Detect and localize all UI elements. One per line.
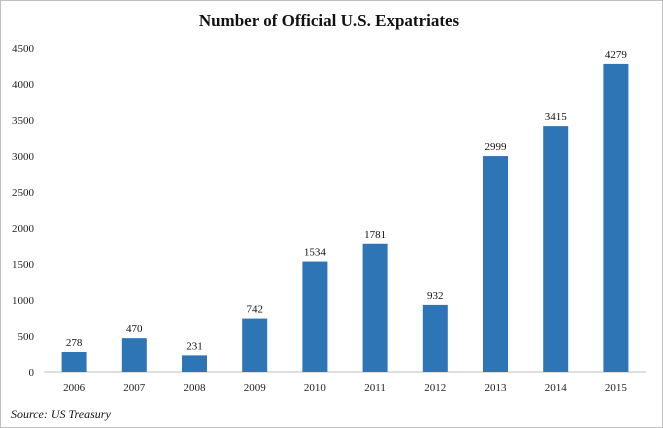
bar (422, 304, 448, 372)
y-tick-label: 1000 (12, 295, 35, 307)
y-tick-label: 2000 (12, 223, 35, 235)
x-tick-label: 2010 (304, 382, 327, 394)
bar (182, 355, 207, 372)
y-axis: 0 500 1000 1500 2000 2500 3000 3500 4000 4500 (12, 43, 35, 379)
data-label: 742 (246, 304, 263, 316)
y-tick-label: 3000 (12, 151, 35, 163)
bar (362, 243, 388, 372)
data-label: 2999 (485, 141, 508, 153)
data-label: 932 (427, 290, 444, 302)
bar (603, 63, 629, 373)
x-axis: 2006 2007 2008 2009 2010 2011 2012 2013 2014 2015 (63, 382, 627, 394)
data-label: 1781 (364, 229, 386, 241)
bar (242, 318, 268, 372)
bar (61, 351, 87, 372)
data-label: 1534 (304, 247, 327, 259)
y-tick-label: 2500 (12, 187, 35, 199)
chart-title: Number of Official U.S. Expatriates (199, 11, 460, 30)
x-tick-label: 2012 (424, 382, 446, 394)
y-tick-label: 3500 (12, 115, 35, 127)
y-tick-label: 1500 (12, 259, 35, 271)
bar (543, 126, 569, 373)
x-tick-label: 2011 (364, 382, 386, 394)
data-label: 470 (126, 323, 143, 335)
x-tick-label: 2008 (184, 382, 207, 394)
x-tick-label: 2014 (545, 382, 568, 394)
y-tick-label: 0 (29, 367, 35, 379)
data-label: 278 (66, 337, 83, 349)
data-labels: 278 470 231 742 1534 1781 932 2999 3415 4279 (66, 49, 628, 352)
y-tick-label: 4500 (12, 43, 35, 55)
data-label: 4279 (605, 49, 628, 61)
y-tick-label: 4000 (12, 79, 35, 91)
x-tick-label: 2006 (63, 382, 86, 394)
bar-series (61, 63, 629, 373)
data-label: 3415 (545, 111, 568, 123)
source-note: Source: US Treasury (11, 407, 111, 421)
x-tick-label: 2015 (605, 382, 628, 394)
data-label: 231 (186, 340, 203, 352)
bar (302, 261, 328, 372)
x-tick-label: 2007 (123, 382, 146, 394)
x-tick-label: 2009 (244, 382, 267, 394)
y-tick-label: 500 (18, 331, 35, 343)
bar (121, 338, 147, 372)
bar (483, 156, 508, 372)
x-tick-label: 2013 (485, 382, 508, 394)
